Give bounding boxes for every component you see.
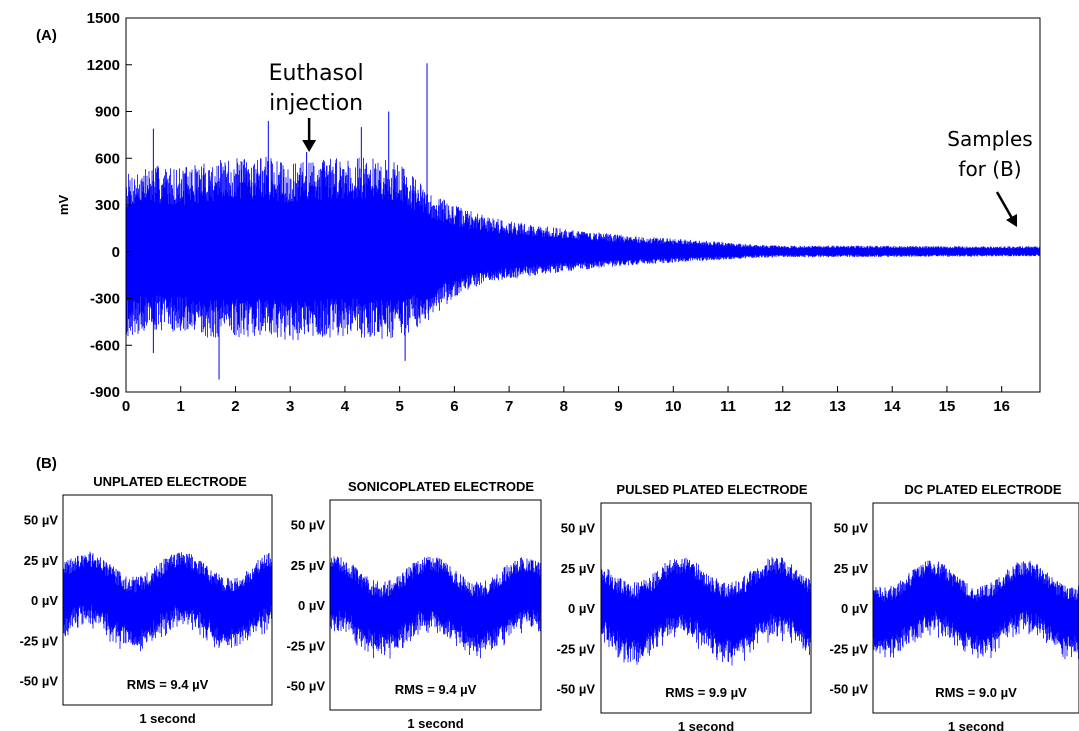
panel-b-rms-1: RMS = 9.4 µV (395, 682, 477, 697)
panel-b-rms-3: RMS = 9.0 µV (935, 685, 1017, 700)
panel-a-x-tick-label-6: 6 (450, 398, 458, 415)
panel-b-title-2: PULSED PLATED ELECTRODE (616, 482, 807, 497)
panel-b-y-tick-label-2-0: 50 µV (561, 521, 596, 536)
panel-b-y-tick-label-2-2: 0 µV (568, 601, 595, 616)
panel-a-x-tick-label-14: 14 (884, 398, 901, 415)
panel-b-y-tick-label-1-4: -50 µV (286, 679, 325, 694)
panel-a-y-tick-label-7: 1200 (87, 57, 120, 74)
panel-a-y-axis-label: mV (56, 195, 71, 216)
panel-b-title-3: DC PLATED ELECTRODE (904, 482, 1062, 497)
annotation-euthasol-line-1: Euthasol (269, 61, 364, 86)
panel-b-y-tick-label-0-4: -50 µV (19, 674, 58, 689)
panel-b-y-tick-label-3-4: -50 µV (829, 682, 868, 697)
panel-a-x-tick-label-10: 10 (665, 398, 682, 415)
panel-b-y-tick-label-0-3: -25 µV (19, 633, 58, 648)
panel-b-y-tick-label-2-4: -50 µV (556, 682, 595, 697)
panel-a-x-tick-label-4: 4 (341, 398, 350, 415)
panel-a-plot: 0 1 2 3 4 5 6 7 8 9 10 11 12 13 14 15 16-900-600-3000300… (87, 10, 1041, 415)
panel-a-x-tick-label-9: 9 (614, 398, 622, 415)
panel-b-y-tick-label-1-2: 0 µV (298, 598, 325, 613)
panel-b-y-tick-label-3-3: -25 µV (829, 641, 868, 656)
annotation-samples-line-2: for (B) (958, 157, 1021, 181)
panel-b-y-tick-label-2-3: -25 µV (556, 641, 595, 656)
annotation-euthasol-line-2: injection (269, 91, 363, 116)
annotation-samples-arrow (995, 191, 1015, 221)
panel-a-x-tick-label-7: 7 (505, 398, 513, 415)
panel-a-x-tick-label-2: 2 (231, 398, 239, 415)
annotation-euthasol-arrowhead (302, 140, 317, 152)
panel-b-y-tick-label-3-1: 25 µV (834, 561, 869, 576)
panel-b-trace-2 (600, 557, 812, 666)
panel-b-rms-2: RMS = 9.9 µV (665, 685, 747, 700)
panel-a-y-tick-label-5: 600 (95, 150, 120, 167)
panel-a-x-tick-label-1: 1 (177, 398, 185, 415)
panel-b-box-0 (62, 494, 273, 706)
panel-b-trace-3 (872, 560, 1079, 660)
panel-b-x-label-3: 1 second (948, 719, 1004, 731)
panel-a-y-tick-label-4: 300 (95, 197, 120, 214)
annotation-samples-line-1: Samples (947, 127, 1032, 151)
panel-b-y-tick-label-0-1: 25 µV (24, 553, 59, 568)
panel-b-rms-0: RMS = 9.4 µV (127, 677, 209, 692)
panel-a-x-tick-label-5: 5 (395, 398, 403, 415)
panel-b-y-tick-label-0-2: 0 µV (31, 593, 58, 608)
panel-b-box-3 (872, 502, 1079, 714)
panel-a-y-tick-label-0: -900 (90, 384, 120, 401)
panel-a-x-tick-label-8: 8 (560, 398, 568, 415)
panel-b-title-0: UNPLATED ELECTRODE (93, 474, 247, 489)
panel-b-y-tick-label-2-1: 25 µV (561, 561, 596, 576)
panel-b-y-tick-label-0-0: 50 µV (24, 513, 59, 528)
panel-a-y-tick-label-3: 0 (112, 244, 120, 261)
panel-a-x-tick-label-16: 16 (993, 398, 1010, 415)
panel-b-plots: UNPLATED ELECTRODE 50 µV 25 µV 0 µV -25 µV -5… (19, 474, 1079, 731)
panel-a-x-tick-label-11: 11 (720, 398, 736, 415)
panel-a-x-tick-label-12: 12 (774, 398, 791, 415)
panel-a-x-tick-label-3: 3 (286, 398, 294, 415)
panel-b-box-2 (600, 502, 812, 714)
panel-a-x-tick-label-0: 0 (122, 398, 130, 415)
panel-a-y-tick-label-8: 1500 (87, 10, 120, 27)
panel-b-y-tick-label-3-0: 50 µV (834, 521, 869, 536)
panel-a-signal-trace (125, 156, 1041, 341)
panel-label-b: (B) (36, 455, 57, 472)
panel-b-y-tick-label-3-2: 0 µV (841, 601, 868, 616)
panel-b-x-label-0: 1 second (139, 711, 195, 726)
panel-b-y-tick-label-1-1: 25 µV (291, 558, 326, 573)
panel-b-x-label-2: 1 second (678, 719, 734, 731)
panel-b-trace-0 (62, 551, 273, 652)
panel-a-y-tick-label-1: -600 (90, 337, 120, 354)
panel-b-trace-1 (329, 556, 542, 659)
panel-b-x-label-1: 1 second (407, 716, 463, 731)
annotation-samples-arrowhead (1006, 214, 1017, 227)
panel-b-y-tick-label-1-3: -25 µV (286, 638, 325, 653)
panel-label-a: (A) (36, 27, 57, 44)
panel-b-box-1 (329, 499, 542, 711)
panel-a-y-tick-label-2: -300 (90, 291, 120, 308)
panel-a-x-tick-label-13: 13 (829, 398, 846, 415)
panel-b-y-tick-label-1-0: 50 µV (291, 518, 326, 533)
panel-a-x-tick-label-15: 15 (939, 398, 956, 415)
panel-b-title-1: SONICOPLATED ELECTRODE (348, 479, 534, 494)
panel-a-y-tick-label-6: 900 (95, 104, 120, 121)
